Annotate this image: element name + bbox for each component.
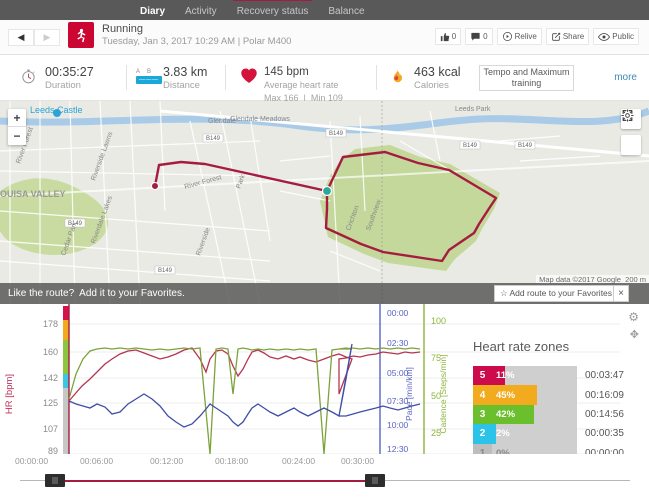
svg-text:160: 160	[43, 347, 58, 357]
svg-text:89: 89	[48, 446, 58, 454]
svg-text:12:30: 12:30	[387, 444, 409, 454]
svg-text:B149: B149	[518, 143, 533, 149]
svg-text:142: 142	[43, 373, 58, 383]
svg-text:107: 107	[43, 424, 58, 434]
svg-text:Glendale: Glendale	[208, 118, 236, 125]
svg-text:HR [bpm]: HR [bpm]	[4, 374, 15, 414]
svg-text:B149: B149	[329, 131, 344, 137]
svg-text:Pace [min/km]: Pace [min/km]	[404, 367, 414, 421]
svg-text:02:30: 02:30	[387, 338, 409, 348]
svg-text:Cadence [Steps/min]: Cadence [Steps/min]	[438, 355, 448, 434]
svg-text:B149: B149	[206, 136, 221, 142]
svg-text:Glendale Meadows: Glendale Meadows	[230, 116, 290, 123]
svg-text:OUISA VALLEY: OUISA VALLEY	[0, 189, 66, 199]
svg-text:00:00: 00:00	[387, 308, 409, 318]
svg-text:100: 100	[431, 316, 446, 326]
svg-text:B149: B149	[463, 143, 478, 149]
svg-text:B149: B149	[158, 268, 173, 274]
svg-text:125: 125	[43, 398, 58, 408]
svg-text:Leeds Park: Leeds Park	[455, 106, 491, 113]
svg-text:178: 178	[43, 319, 58, 329]
